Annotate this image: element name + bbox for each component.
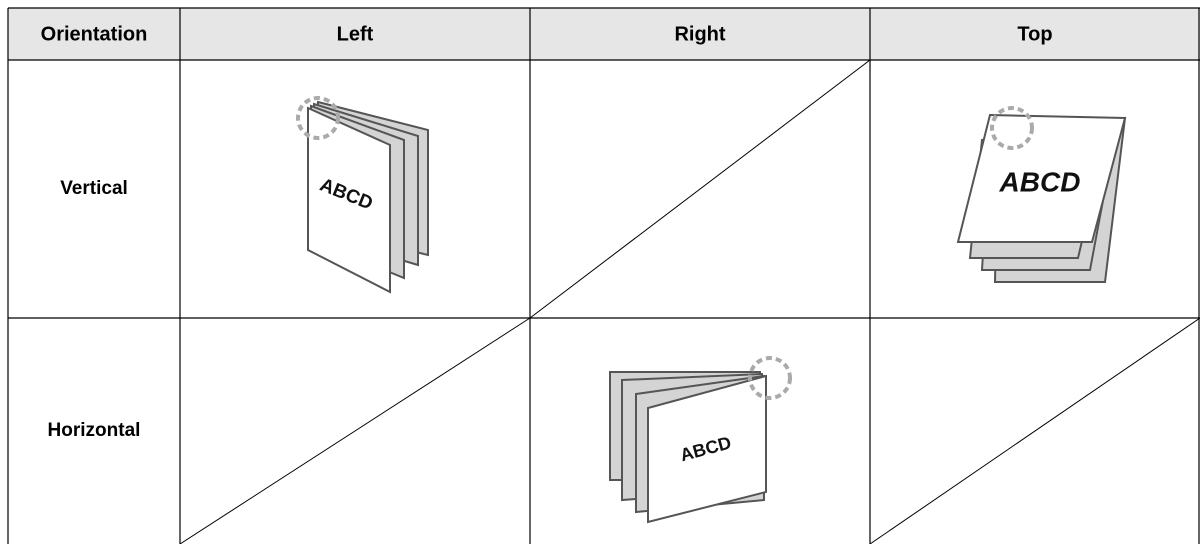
- booklet-top-vertical: ABCD: [956, 106, 1127, 283]
- booklet-right-horizontal: ABCD: [609, 356, 792, 524]
- header-cell: Left: [337, 23, 374, 45]
- table-grid: [7, 7, 1200, 544]
- header-cell: Right: [674, 23, 725, 45]
- header-cell: Top: [1017, 23, 1052, 45]
- header-background: [8, 8, 1200, 60]
- row-label: Vertical: [60, 178, 128, 199]
- not-applicable-marks: [179, 59, 1200, 544]
- header-cell: Orientation: [41, 23, 148, 45]
- booklet-left-vertical: ABCD: [296, 96, 429, 294]
- illustration-text: ABCD: [999, 166, 1081, 197]
- row-label: Horizontal: [48, 420, 141, 441]
